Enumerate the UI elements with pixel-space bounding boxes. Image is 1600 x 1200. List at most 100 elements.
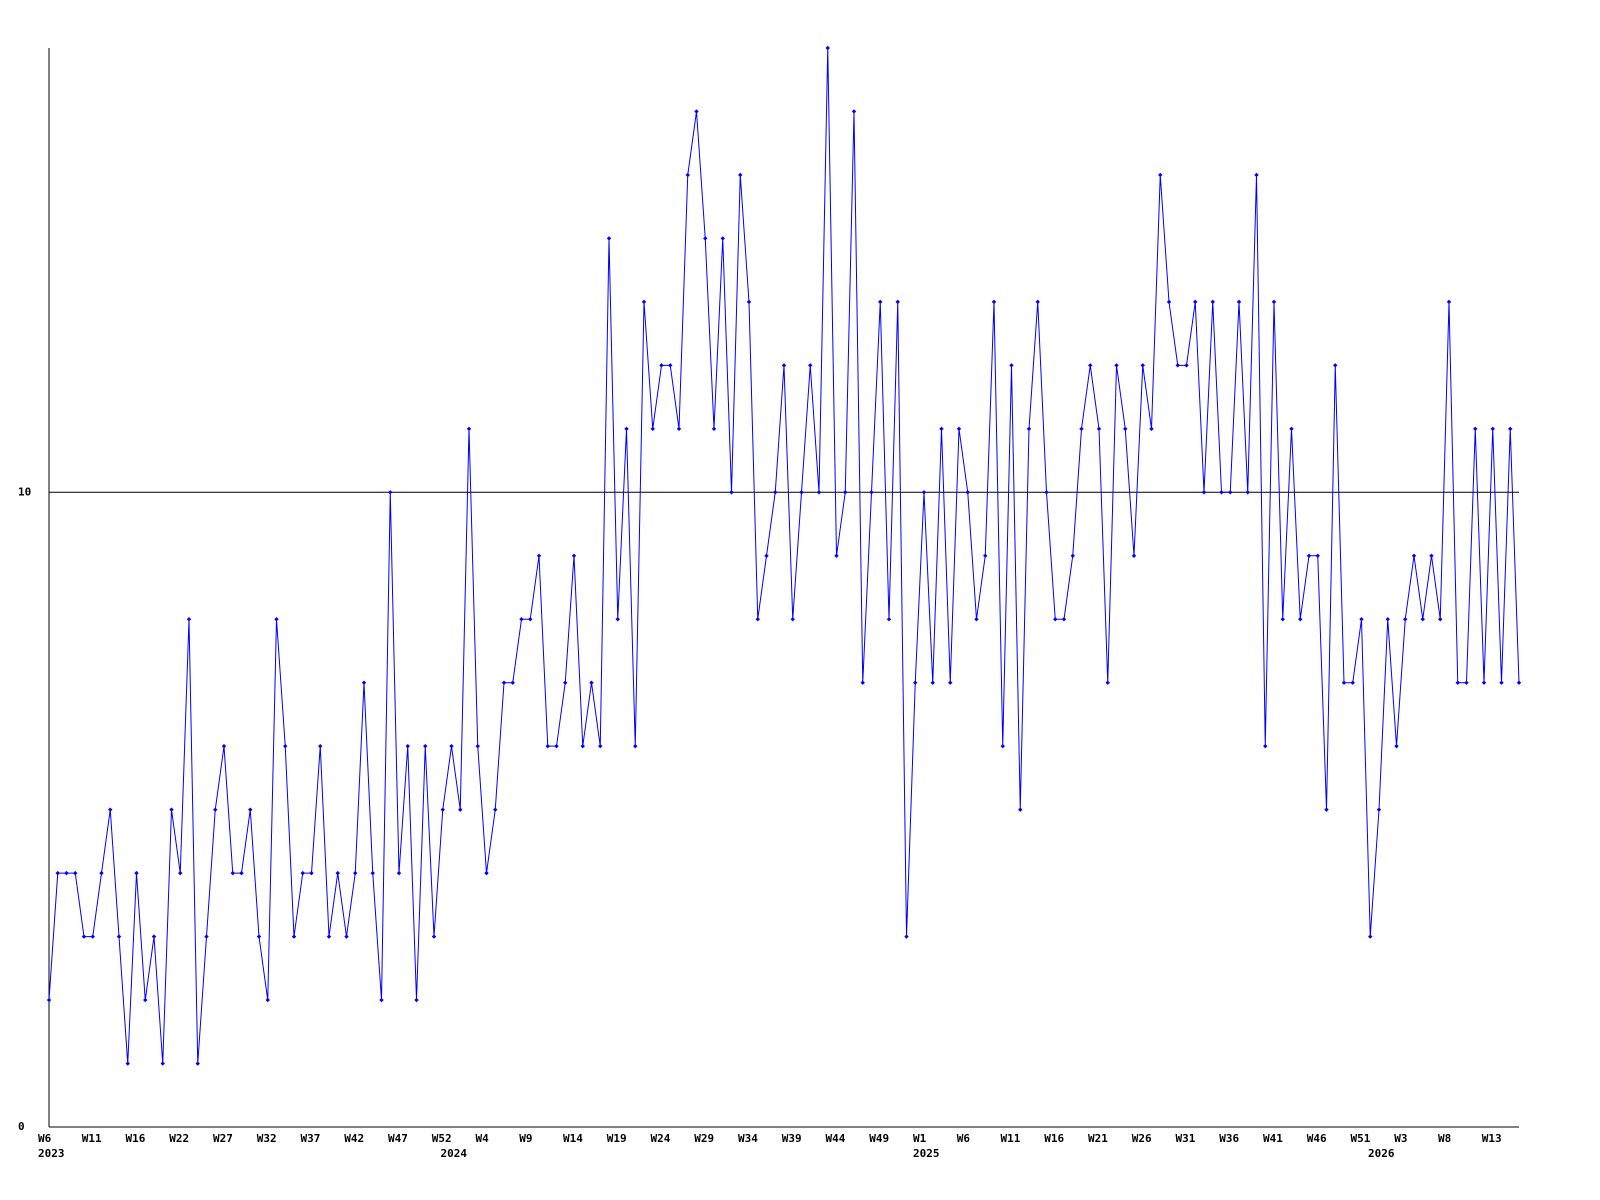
data-point xyxy=(694,109,699,114)
data-point xyxy=(46,997,52,1003)
data-point xyxy=(466,426,472,432)
data-point xyxy=(1131,553,1137,558)
x-tick-label: W24 xyxy=(651,1132,671,1145)
data-point xyxy=(1053,617,1058,622)
data-point xyxy=(1236,299,1242,305)
data-point xyxy=(633,743,638,749)
x-tick-label: W44 xyxy=(826,1132,846,1145)
data-point xyxy=(248,807,253,812)
data-point xyxy=(116,934,122,939)
x-tick-label: W51 xyxy=(1351,1132,1371,1145)
data-point xyxy=(615,617,620,622)
data-point xyxy=(589,680,594,685)
x-tick-label: W21 xyxy=(1088,1132,1108,1145)
x-tick-label: W8 xyxy=(1438,1132,1451,1145)
data-point xyxy=(256,934,262,939)
x-tick-label: W47 xyxy=(388,1132,408,1145)
data-point xyxy=(1473,426,1478,432)
data-point xyxy=(1254,172,1259,178)
data-point xyxy=(545,743,550,749)
data-point xyxy=(773,490,778,495)
x-tick-label: W34 xyxy=(738,1132,758,1145)
x-tick-label: W4 xyxy=(476,1132,490,1145)
x-tick-label: W19 xyxy=(607,1132,627,1145)
data-point xyxy=(344,934,349,939)
data-point xyxy=(1289,426,1294,432)
data-point xyxy=(55,870,60,876)
data-point xyxy=(151,934,157,939)
data-point xyxy=(624,426,629,432)
data-point xyxy=(134,870,139,876)
data-point xyxy=(361,680,367,685)
data-point xyxy=(1359,617,1364,622)
data-point xyxy=(1228,490,1233,495)
x-tick-label: W11 xyxy=(82,1132,102,1145)
y-tick-label: 0 xyxy=(18,1120,25,1133)
data-point xyxy=(1499,680,1504,685)
data-point xyxy=(913,680,918,685)
data-point xyxy=(781,363,787,368)
x-tick-label: W49 xyxy=(869,1132,889,1145)
x-year-label: 2025 xyxy=(913,1147,940,1160)
data-point xyxy=(571,553,577,558)
data-point xyxy=(1245,490,1250,495)
data-point xyxy=(1350,680,1355,685)
data-point xyxy=(379,997,384,1003)
data-point xyxy=(204,934,209,939)
data-point xyxy=(1490,426,1495,432)
x-tick-label: W36 xyxy=(1219,1132,1239,1145)
data-point xyxy=(641,299,647,305)
data-point xyxy=(213,807,218,812)
data-point xyxy=(1123,426,1128,432)
data-point xyxy=(1271,299,1277,305)
data-point xyxy=(283,743,288,749)
data-point xyxy=(808,363,813,368)
x-year-label: 2024 xyxy=(441,1147,468,1160)
data-point xyxy=(1341,680,1347,685)
data-point xyxy=(1306,553,1312,558)
data-point xyxy=(326,934,332,939)
data-point xyxy=(974,617,979,622)
data-point xyxy=(1175,363,1180,368)
data-point xyxy=(108,807,113,812)
x-tick-label: W37 xyxy=(301,1132,321,1145)
data-point xyxy=(501,680,507,685)
data-point xyxy=(160,1061,165,1066)
data-point xyxy=(711,426,717,432)
data-point xyxy=(904,934,909,939)
data-point xyxy=(309,870,314,876)
data-point xyxy=(169,807,174,812)
data-point xyxy=(816,490,822,495)
data-point xyxy=(878,299,883,305)
data-point xyxy=(143,997,148,1003)
data-point xyxy=(650,426,655,432)
data-point xyxy=(1368,934,1373,939)
data-point xyxy=(396,870,402,876)
data-point xyxy=(563,680,568,685)
data-point xyxy=(1508,426,1513,432)
data-point xyxy=(239,870,244,876)
x-tick-label: W27 xyxy=(213,1132,233,1145)
data-point xyxy=(458,807,463,812)
data-point xyxy=(825,45,830,51)
data-point xyxy=(318,743,323,749)
data-point xyxy=(729,490,734,495)
data-point xyxy=(1298,617,1303,622)
data-point xyxy=(554,743,559,749)
x-tick-label: W31 xyxy=(1176,1132,1196,1145)
data-point xyxy=(370,870,375,876)
data-point xyxy=(510,680,515,685)
data-point xyxy=(536,553,542,558)
data-point xyxy=(676,426,682,432)
data-point xyxy=(1446,299,1452,305)
x-tick-label: W6 xyxy=(38,1132,52,1145)
data-point xyxy=(956,426,962,432)
data-point xyxy=(335,870,340,876)
data-point xyxy=(1481,680,1487,685)
data-point xyxy=(1411,553,1417,558)
x-year-label: 2023 xyxy=(38,1147,65,1160)
data-point xyxy=(790,617,795,622)
data-point xyxy=(449,743,454,749)
data-point xyxy=(90,934,95,939)
